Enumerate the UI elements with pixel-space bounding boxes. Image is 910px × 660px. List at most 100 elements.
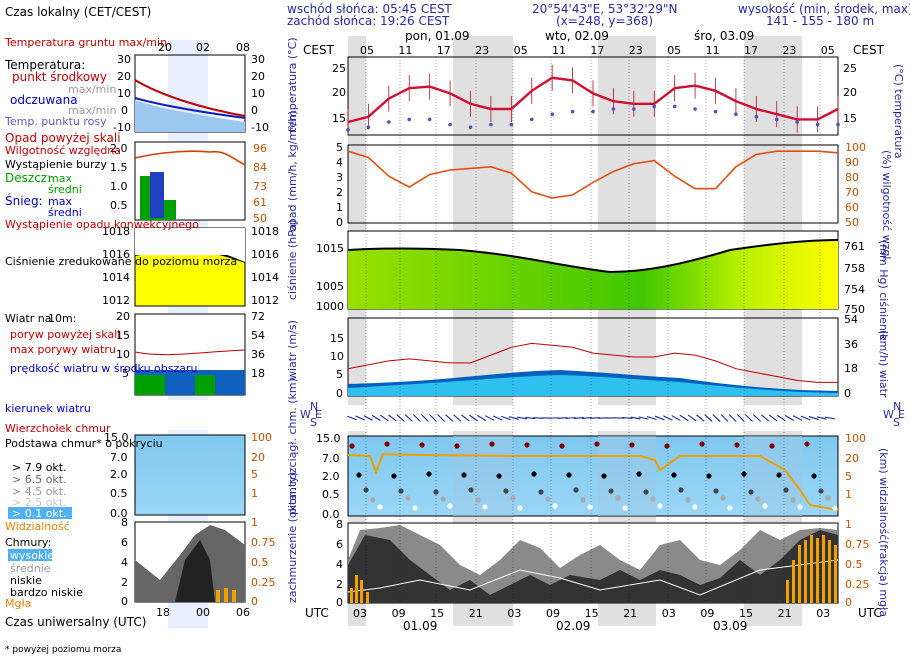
- utc-hour-1: 09: [392, 607, 406, 620]
- cloudbase-dot-37: [608, 488, 614, 494]
- fog-bars: [350, 535, 837, 603]
- cloudbase-dot-1: [356, 472, 362, 478]
- day-bottom-2: 03.09: [713, 619, 747, 633]
- cloudbase-dot-36: [601, 473, 607, 479]
- cloudbase-dot-11: [426, 471, 432, 477]
- wind-arrow-36: [638, 416, 649, 420]
- label-cb-r: (km) widzialność: [877, 448, 890, 540]
- tick-wind-r-0: 54: [844, 313, 858, 326]
- legend-precip-above: Opad powyżej skali: [5, 131, 121, 145]
- mini-top-tick-2: 08: [236, 41, 250, 54]
- tick-temp-r-0: 25: [843, 62, 857, 75]
- wind-arrow-42: [687, 414, 697, 422]
- dew-point-20: [754, 115, 759, 119]
- mini-cbl-2: 2.0: [110, 468, 128, 481]
- legend-temp-mid: punkt środkowy: [12, 70, 107, 84]
- cloudbase-dot-45: [664, 443, 670, 449]
- wind-arrow-0: [347, 415, 357, 421]
- wind-arrow-49: [744, 414, 753, 422]
- cest-hour-6: 17: [590, 44, 604, 57]
- cest-hour-3: 23: [475, 44, 489, 57]
- legend-humidity: Wilgotność względna: [5, 144, 121, 157]
- cloudbase-dot-19: [482, 504, 488, 510]
- mini-tl-2: 10: [117, 87, 131, 100]
- cest-left: CEST: [303, 43, 335, 57]
- legend-rain-mid: średni: [48, 183, 82, 196]
- legend-fog: Mgła: [5, 597, 31, 610]
- legend-rain: Deszcz:: [5, 171, 51, 185]
- tick-cb-l-0: 15.0: [316, 432, 341, 445]
- tick-temp-r-2: 15: [843, 112, 857, 125]
- mini-wr-0: 72: [251, 310, 265, 323]
- wind-arrow-15: [469, 414, 478, 422]
- utc-right: UTC: [858, 606, 882, 620]
- wind-arrow-18: [492, 415, 503, 421]
- utc-hour-7: 21: [623, 607, 637, 620]
- wind-arrow-1: [355, 415, 365, 421]
- cloudbase-dot-39: [622, 505, 628, 511]
- legend-very-low: bardzo niskie: [10, 586, 83, 599]
- tick-pres-l-0: 1015: [316, 242, 344, 255]
- utc-hour-11: 21: [778, 607, 792, 620]
- wind-arrow-10: [429, 414, 437, 422]
- label-temp-r: (°C) temperatura: [892, 64, 905, 159]
- cest-hour-9: 11: [706, 44, 720, 57]
- tick-pres-r-0: 761: [844, 240, 865, 253]
- wind-arrow-48: [736, 414, 745, 422]
- wind-arrow-27: [565, 417, 576, 419]
- dew-point-7: [489, 122, 493, 127]
- cloudbase-dot-20: [489, 441, 495, 447]
- mini-ccr-2: 0.5: [251, 556, 269, 569]
- legend-okt25: > 2.5 okt.: [12, 496, 67, 509]
- elevation-label: wysokość (min, środek, max): [738, 2, 910, 16]
- cloudbase-dot-59: [762, 503, 768, 509]
- tick-cc-r-3: 0.25: [845, 578, 870, 591]
- tick-wind-r-1: 36: [844, 338, 858, 351]
- cloudbase-dot-8: [405, 495, 411, 501]
- cloudbase-dot-29: [552, 503, 558, 509]
- utc-left: UTC: [305, 606, 329, 620]
- cloudbase-dot-50: [699, 441, 705, 447]
- mini-hr-2: 73: [253, 180, 267, 193]
- legend-low: niskie: [10, 574, 42, 587]
- label-precip-l: opad (mm/h, kg/m²/h): [286, 111, 299, 232]
- mini-prl-1: 1016: [102, 248, 130, 261]
- tick-hum-r-4: 60: [845, 201, 859, 214]
- wind-arrow-47: [728, 414, 737, 422]
- wind-arrow-37: [646, 416, 657, 420]
- main-axes: CEST CEST UTC UTC pon, 01.09 wto, 02.09 …: [286, 29, 905, 633]
- legend-temp-max: max/min: [68, 83, 116, 96]
- cest-hour-7: 23: [629, 44, 643, 57]
- mini-ccl-2: 4: [121, 556, 128, 569]
- dew-point-9: [529, 117, 534, 122]
- legend-wind-dir: kierunek wiatru: [5, 402, 91, 415]
- wind-arrow-59: [824, 416, 835, 420]
- mini-tl-1: 20: [117, 70, 131, 83]
- dew-point-10: [550, 112, 554, 116]
- utc-hour-6: 15: [585, 607, 599, 620]
- humidity-layer: [347, 150, 839, 199]
- cloudbase-dot-6: [391, 473, 397, 479]
- cloudbase-dot-43: [650, 496, 656, 502]
- tick-cb-l-2: 2.0: [322, 470, 340, 483]
- tick-hum-r-1: 90: [845, 156, 859, 169]
- dew-point-5: [448, 122, 452, 127]
- wind-arrow-22: [525, 416, 536, 420]
- cloudbase-dot-7: [398, 488, 404, 494]
- mini-wl-1: 15: [116, 329, 130, 342]
- cloudbase-dot-38: [615, 495, 621, 501]
- mini-cbr-3: 1: [251, 487, 258, 500]
- cloudbase-dot-42: [643, 489, 649, 495]
- cloudbase-dot-48: [685, 497, 691, 503]
- mini-prr-1: 1016: [251, 248, 279, 261]
- wind-arrow-53: [776, 414, 786, 422]
- coords-text: 20°54'43"E, 53°32'29"N: [532, 2, 677, 16]
- sunrise-text: wschód słońca: 05:45 CEST: [287, 2, 452, 16]
- cest-hours: 05 11 17 23 05 11 17 23 05 11 17 23 05: [360, 44, 835, 57]
- legend-utc: Czas uniwersalny (UTC): [5, 615, 146, 629]
- label-cc-l: zachmurzenie (oktanty): [286, 472, 299, 603]
- mini-ccr-0: 1: [251, 516, 258, 529]
- wind-layer: [347, 342, 838, 383]
- tick-hum-r-0: 100: [845, 141, 866, 154]
